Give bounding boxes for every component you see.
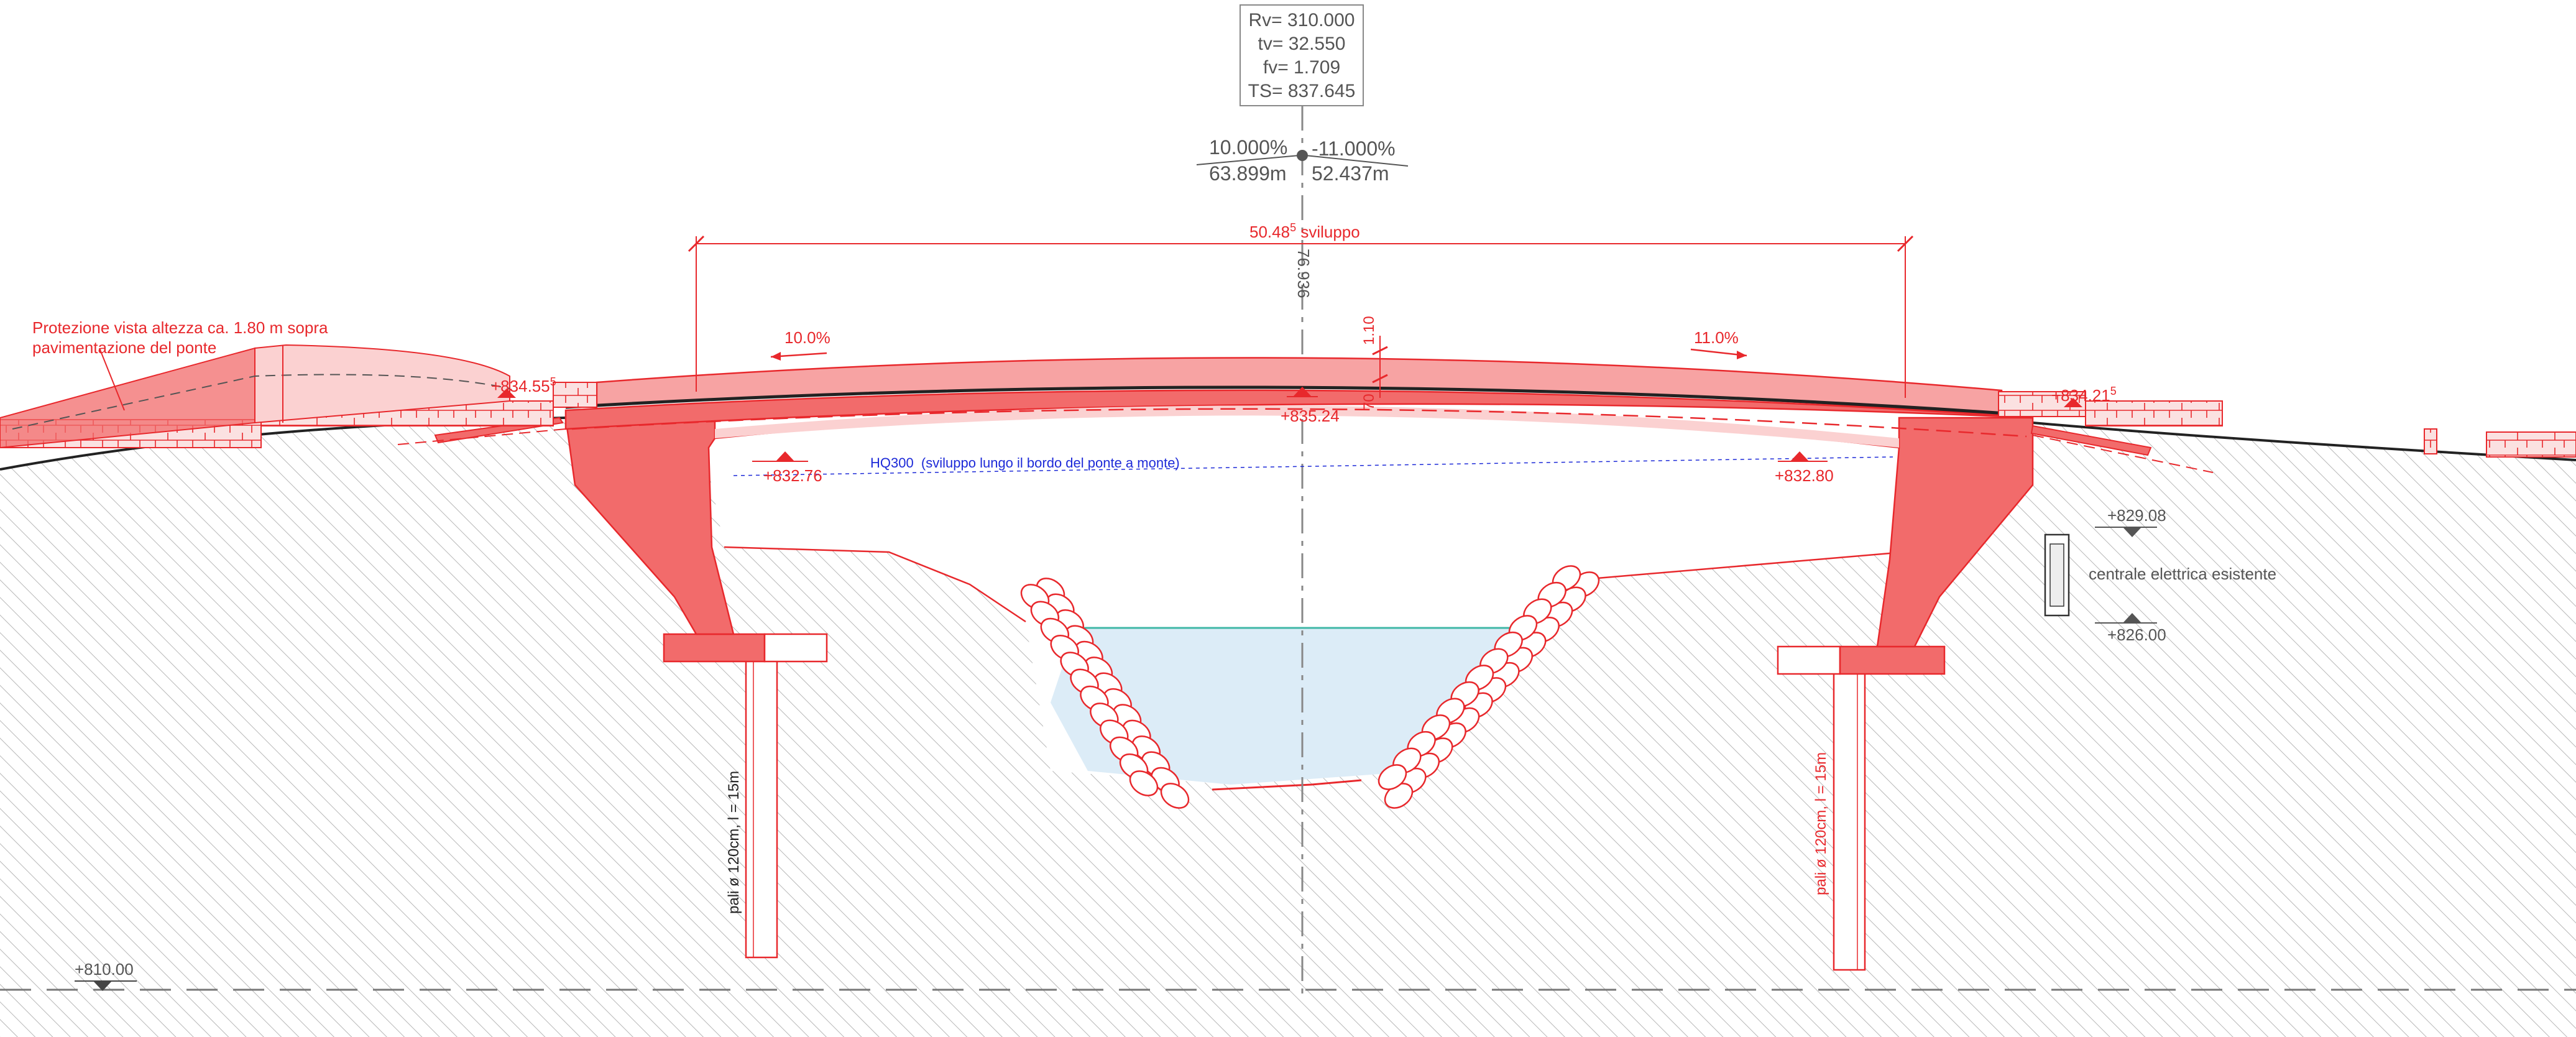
note-leader	[99, 348, 125, 411]
span-label: 50.485 sviluppo	[1249, 221, 1360, 241]
curve-parameter-box	[1240, 4, 1364, 106]
grade-arrowhead-left	[771, 352, 781, 361]
riprap-right-stone	[1378, 764, 1407, 790]
level-marker-building-bottom	[2095, 613, 2157, 624]
pile-label-left: pali ø 120cm, l = 15m	[725, 771, 742, 914]
note-line-1: Protezione vista altezza ca. 1.80 m sopr…	[32, 318, 328, 337]
curve-ts: TS= 837.645	[1248, 81, 1356, 101]
stone-wall-left-3	[553, 382, 597, 408]
approach-dashed-right	[2032, 435, 2214, 473]
tangent-right	[1305, 155, 1409, 167]
riprap-left-stone	[1160, 783, 1190, 809]
curve-tv: tv= 32.550	[1258, 34, 1346, 54]
pile-left	[745, 658, 778, 959]
approach-dashed-left	[397, 428, 566, 445]
protection-screen-dashed	[12, 374, 510, 430]
depth-tick-2	[1372, 374, 1388, 384]
pier-left	[564, 417, 735, 635]
level-datum: +810.00	[75, 960, 134, 979]
depth-mid: 70	[1361, 394, 1378, 410]
protection-screen-light	[254, 344, 510, 424]
pile-cap-right	[1839, 645, 1946, 675]
level-soffit-right: +832.80	[1775, 466, 1834, 485]
level-marker-building-top	[2095, 527, 2157, 537]
deck-road-line	[565, 385, 2033, 417]
pier-right	[1876, 417, 2034, 648]
riprap-left	[1020, 578, 1190, 809]
pile-cap-left-ext	[763, 633, 828, 663]
tangent-left	[1196, 155, 1300, 165]
pile-cap-left	[663, 633, 766, 663]
building-label: centrale elettrica esistente	[2089, 565, 2276, 583]
level-marker-soffit-left	[752, 451, 808, 462]
power-station-inner	[2049, 543, 2064, 607]
deck-grade-left: 10.0%	[784, 328, 830, 347]
stone-wall-right-4	[2486, 431, 2576, 458]
riprap-right	[1378, 565, 1600, 809]
deck-slab	[564, 389, 2033, 430]
depth-tick-1	[1372, 346, 1388, 356]
level-marker-datum	[75, 980, 137, 991]
pile-label-right: pali ø 120cm, l = 15m	[1813, 752, 1829, 895]
grade-arrowhead-right	[1737, 351, 1747, 359]
span-tick-right	[1897, 235, 1914, 252]
pile-cap-right-ext	[1777, 645, 1841, 675]
level-marker-abutment-left	[497, 389, 516, 398]
level-soffit-left: +832.76	[763, 466, 822, 485]
right-length: 52.437m	[1312, 162, 1389, 185]
level-left-abutment: +834.555	[491, 376, 556, 395]
level-right-abutment: +834.215	[2051, 385, 2117, 405]
grade-break-icon	[1297, 150, 1308, 161]
curve-fv: fv= 1.709	[1263, 57, 1340, 78]
level-marker-soffit-right	[1778, 451, 1828, 462]
hq300-label: HQ300 (sviluppo lungo il bordo del ponte…	[870, 455, 1180, 471]
level-midspan: +835.24	[1281, 407, 1340, 425]
approach-slab-right	[2030, 425, 2152, 456]
note-line-2: pavimentazione del ponte	[32, 338, 216, 357]
riprap-left-stone	[1129, 770, 1159, 796]
stone-wall-right-2	[2085, 400, 2223, 426]
deck-grade-right: 11.0%	[1694, 328, 1739, 347]
depth-top: 1.10	[1361, 316, 1378, 345]
span-tick-left	[688, 235, 705, 252]
pile-right	[1833, 670, 1866, 971]
left-length: 63.899m	[1209, 162, 1287, 185]
level-marker-abutment-right	[2064, 398, 2082, 407]
deck-soffit-fill	[715, 405, 1899, 448]
right-grade: -11.000%	[1312, 137, 1396, 160]
left-grade: 10.000%	[1209, 136, 1287, 159]
deck-inner-dashed	[571, 408, 2027, 438]
level-building-top: +829.08	[2107, 506, 2166, 525]
axis-station: 76.936	[1294, 249, 1313, 298]
riverbed-bottom	[1212, 779, 1362, 791]
level-building-bottom: +826.00	[2107, 625, 2166, 644]
stone-wall-right-3	[2424, 428, 2437, 454]
curve-rv: Rv= 310.000	[1249, 10, 1355, 30]
level-marker-midspan	[1287, 387, 1318, 397]
